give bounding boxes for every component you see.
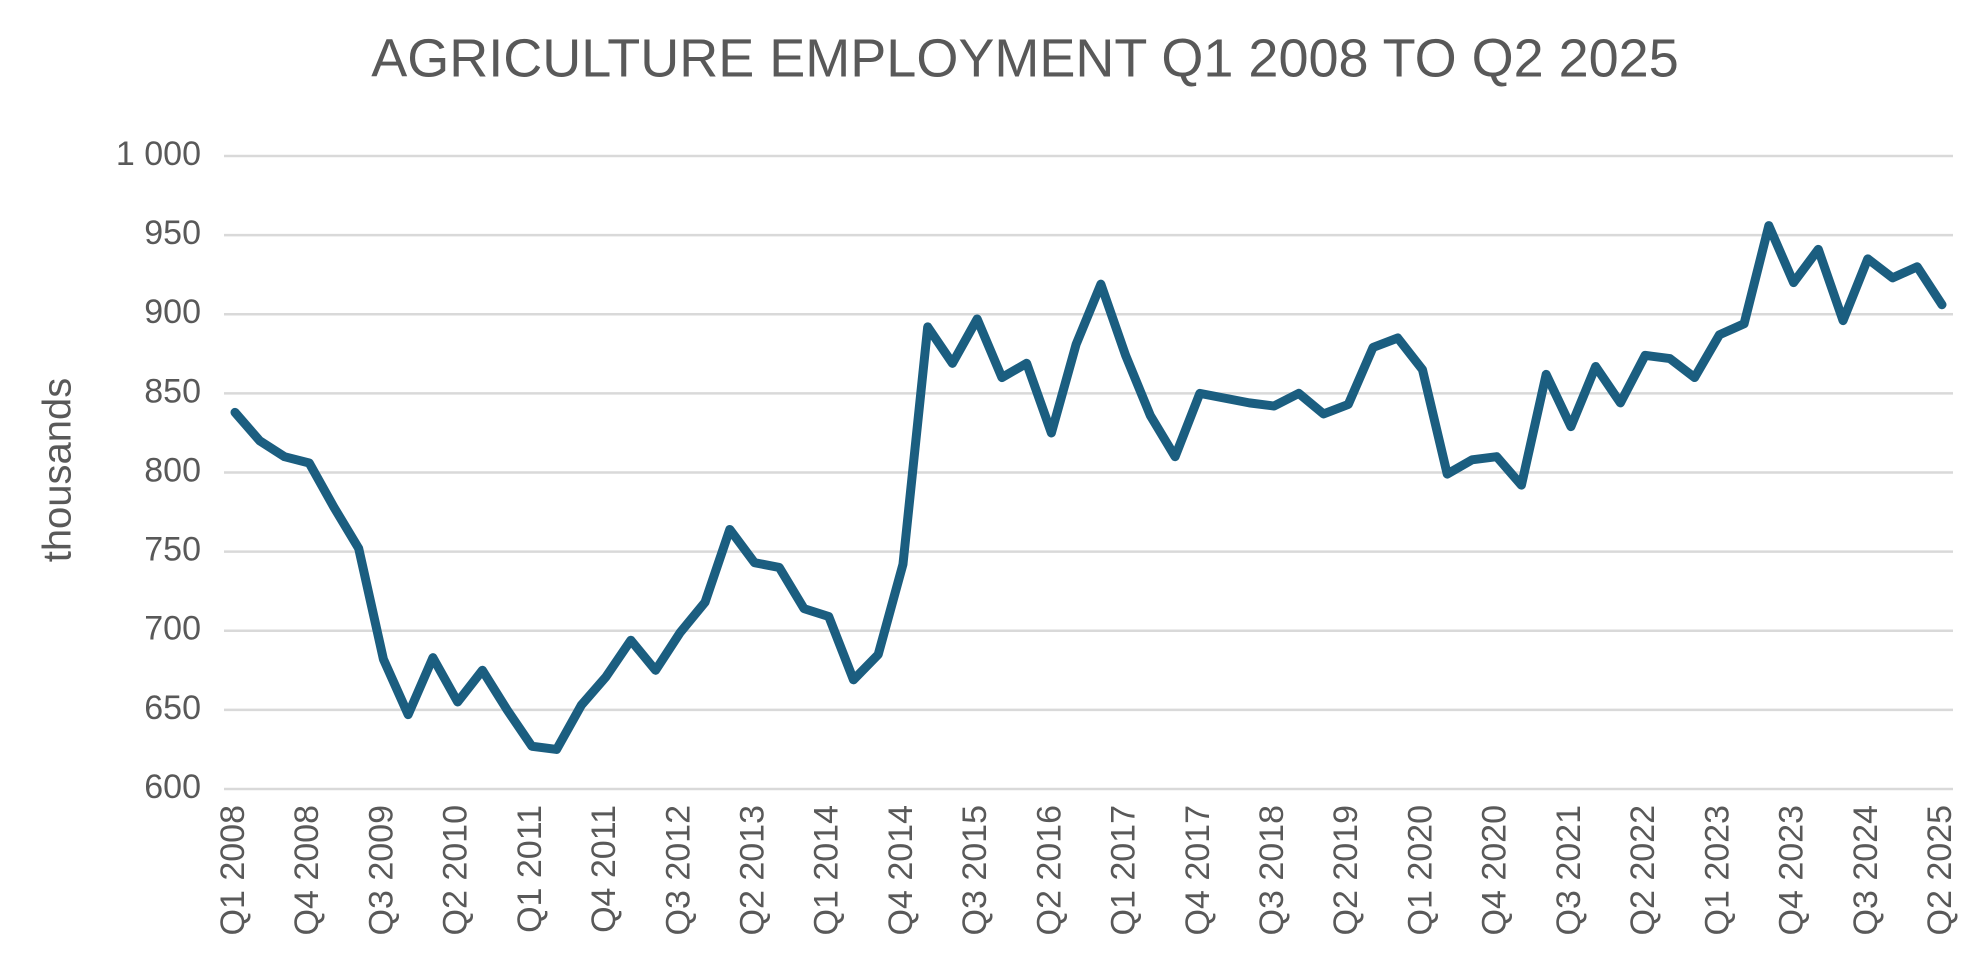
x-tick-label: Q4 2020 bbox=[1476, 805, 1514, 935]
x-tick-label: Q3 2009 bbox=[362, 805, 400, 935]
y-tick-label: 650 bbox=[144, 689, 201, 727]
x-tick-label: Q3 2015 bbox=[956, 805, 994, 935]
x-tick-label: Q2 2010 bbox=[437, 805, 475, 935]
x-tick-label: Q2 2016 bbox=[1030, 805, 1068, 935]
x-tick-label: Q4 2017 bbox=[1179, 805, 1217, 935]
x-tick-label: Q3 2021 bbox=[1550, 805, 1588, 935]
x-tick-label: Q4 2011 bbox=[585, 805, 623, 933]
x-tick-label: Q2 2013 bbox=[734, 805, 772, 935]
y-tick-label: 600 bbox=[144, 768, 201, 806]
x-tick-label: Q1 2020 bbox=[1401, 805, 1439, 935]
y-tick-label: 700 bbox=[144, 610, 201, 648]
x-tick-label: Q3 2018 bbox=[1253, 805, 1291, 935]
x-tick-label: Q4 2008 bbox=[288, 805, 326, 935]
x-tick-label: Q3 2024 bbox=[1847, 805, 1885, 935]
x-tick-label: Q1 2008 bbox=[214, 805, 252, 935]
y-tick-label: 900 bbox=[144, 293, 201, 331]
y-tick-label: 950 bbox=[144, 214, 201, 252]
x-tick-label: Q1 2017 bbox=[1105, 805, 1143, 935]
x-tick-label: Q3 2012 bbox=[659, 805, 697, 935]
y-tick-label: 1 000 bbox=[116, 135, 201, 173]
x-tick-label: Q2 2025 bbox=[1921, 805, 1959, 935]
x-tick-label: Q1 2011 bbox=[511, 805, 549, 933]
y-tick-label: 800 bbox=[144, 451, 201, 489]
y-tick-label: 750 bbox=[144, 531, 201, 569]
chart-title: AGRICULTURE EMPLOYMENT Q1 2008 TO Q2 202… bbox=[371, 28, 1679, 88]
x-tick-label: Q4 2014 bbox=[882, 805, 920, 935]
x-tick-label: Q1 2014 bbox=[808, 805, 846, 935]
x-tick-label: Q2 2022 bbox=[1624, 805, 1662, 935]
data-line bbox=[230, 221, 1947, 754]
y-tick-label: 850 bbox=[144, 372, 201, 410]
y-axis-label: thousands bbox=[36, 378, 80, 563]
x-tick-label: Q1 2023 bbox=[1698, 805, 1736, 935]
x-tick-label: Q2 2019 bbox=[1327, 805, 1365, 935]
x-tick-label: Q4 2023 bbox=[1773, 805, 1811, 935]
